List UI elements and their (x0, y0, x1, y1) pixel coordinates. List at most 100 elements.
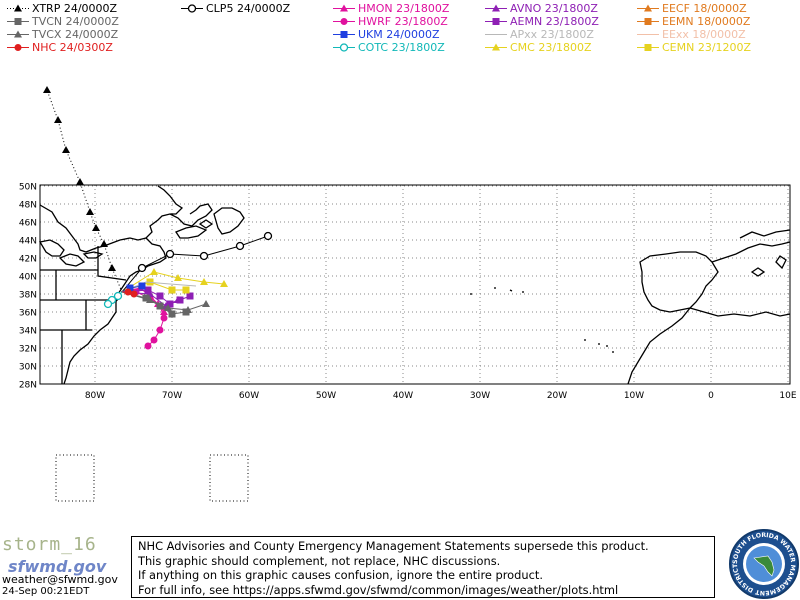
legend-swatch (485, 34, 507, 35)
empty-inset-box (55, 454, 95, 502)
legend-swatch (485, 4, 507, 12)
legend-swatch (637, 44, 659, 51)
lat-tick-label: 28N (19, 381, 37, 391)
track-point-circle (144, 342, 152, 350)
lat-tick-label: 40N (19, 273, 37, 283)
legend-swatch (333, 43, 355, 52)
track-point-triangle (202, 300, 210, 307)
lat-lon-grid (39, 184, 791, 385)
lat-tick-label: 48N (19, 201, 37, 211)
legend-label: APxx 23/1800Z (510, 28, 594, 41)
disclaimer-line: For full info, see https://apps.sfwmd.go… (138, 582, 619, 597)
legend-entry: CMC 23/1800Z (484, 41, 634, 54)
track-point-triangle (150, 268, 158, 275)
legend-entry: UKM 24/0000Z (332, 28, 482, 41)
legend-entry: TVCX 24/0000Z (6, 28, 156, 41)
coastline-segment (38, 239, 65, 257)
legend-swatch (7, 18, 29, 25)
legend-swatch (333, 4, 355, 12)
coastline-segment (175, 225, 208, 239)
legend-swatch (333, 18, 355, 25)
track-point-triangle (76, 178, 84, 185)
disclaimer-line: This graphic should complement, not repl… (138, 553, 501, 568)
coastline-segment (82, 251, 104, 259)
legend-label: HMON 23/1800Z (358, 2, 450, 15)
legend-swatch (637, 34, 659, 35)
legend-swatch (637, 18, 659, 25)
legend-entry: NHC 24/0300Z (6, 41, 156, 54)
track-point-triangle (164, 304, 172, 311)
track-point-open-circle (187, 4, 197, 13)
legend-swatch (181, 4, 203, 13)
model-legend: XTRP 24/0000Z CLP5 24/0000Z HMON 23/1800Z A… (0, 0, 800, 60)
empty-inset-box (209, 454, 249, 502)
contact-email: weather@sfwmd.gov (2, 573, 118, 586)
coastline-segment (750, 267, 766, 277)
track-point-square (340, 31, 348, 38)
track-point-triangle (644, 4, 652, 12)
lon-tick-label: 30W (470, 391, 490, 401)
lon-tick-label: 10E (779, 391, 796, 401)
track-point-triangle (146, 296, 154, 303)
lon-tick-label: 50W (316, 391, 336, 401)
footer-branding: storm_16 sfwmd.gov weather@sfwmd.gov 24-… (2, 534, 132, 600)
track-point-circle (150, 336, 158, 344)
track-point-triangle (174, 274, 182, 281)
coastline-segment (58, 253, 86, 267)
legend-label: UKM 24/0000Z (358, 28, 440, 41)
track-point-square (156, 292, 164, 300)
track-point-circle (130, 290, 138, 298)
track-point-square (126, 284, 134, 292)
inset-placeholders (55, 454, 249, 502)
track-point-triangle (14, 30, 22, 38)
lat-tick-label: 32N (19, 345, 37, 355)
lat-tick-label: 44N (19, 237, 37, 247)
disclaimer-line: If anything on this graphic causes confu… (138, 568, 543, 582)
legend-entry: APxx 23/1800Z (484, 28, 634, 41)
legend-swatch (637, 4, 659, 12)
coastline-segment (627, 307, 691, 385)
track-point-square (644, 18, 652, 25)
coastline-segment (775, 255, 787, 270)
coastline-segment (39, 185, 213, 253)
legend-label: COTC 23/1800Z (358, 41, 445, 54)
track-point-square (142, 294, 150, 302)
coastline-segment (509, 289, 513, 292)
legend-entry: EEMN 18/0000Z (636, 15, 786, 28)
legend-label: CMC 23/1800Z (510, 41, 592, 54)
legend-swatch (485, 43, 507, 51)
coastline-segment (213, 207, 245, 235)
track-point-open-circle (263, 231, 273, 241)
legend-label: EExx 18/0000Z (662, 28, 746, 41)
legend-entry: AVNO 23/1800Z (484, 2, 634, 15)
lat-tick-label: 36N (19, 309, 37, 319)
coastline-segment (198, 219, 214, 229)
track-point-triangle (86, 208, 94, 215)
legend-swatch (7, 44, 29, 51)
coastline-segment (40, 246, 127, 384)
map-frame (39, 184, 791, 385)
track-point-triangle (492, 43, 500, 51)
storm-name: storm_16 (2, 534, 97, 555)
axis-labels: 50N 48N 46N 44N 42N 40N 38N 36N 34N 32N 30N 28N 80W 7… (19, 183, 797, 402)
track-point-square (168, 310, 176, 318)
track-point-triangle (108, 264, 116, 271)
lon-tick-label: 70W (162, 391, 182, 401)
track-point-square (138, 282, 146, 290)
legend-swatch (485, 18, 507, 25)
sfwmd-seal: SOUTH FLORIDA WATER MANAGEMENT DISTRICT (729, 529, 799, 599)
lon-tick-label: 0 (708, 391, 714, 401)
legend-swatch (7, 4, 29, 12)
legend-entry: CEMN 23/1200Z (636, 41, 786, 54)
legend-entry: TVCN 24/0000Z (6, 15, 156, 28)
track-point-triangle (160, 308, 168, 315)
legend-entry: COTC 23/1800Z (332, 41, 482, 54)
lon-tick-label: 60W (239, 391, 259, 401)
lat-tick-label: 42N (19, 255, 37, 265)
track-point-open-circle (199, 251, 209, 261)
legend-swatch (333, 31, 355, 38)
lat-tick-label: 46N (19, 219, 37, 229)
track-point-open-circle (113, 291, 123, 301)
legend-label: CEMN 23/1200Z (662, 41, 752, 54)
track-point-square (14, 18, 22, 25)
